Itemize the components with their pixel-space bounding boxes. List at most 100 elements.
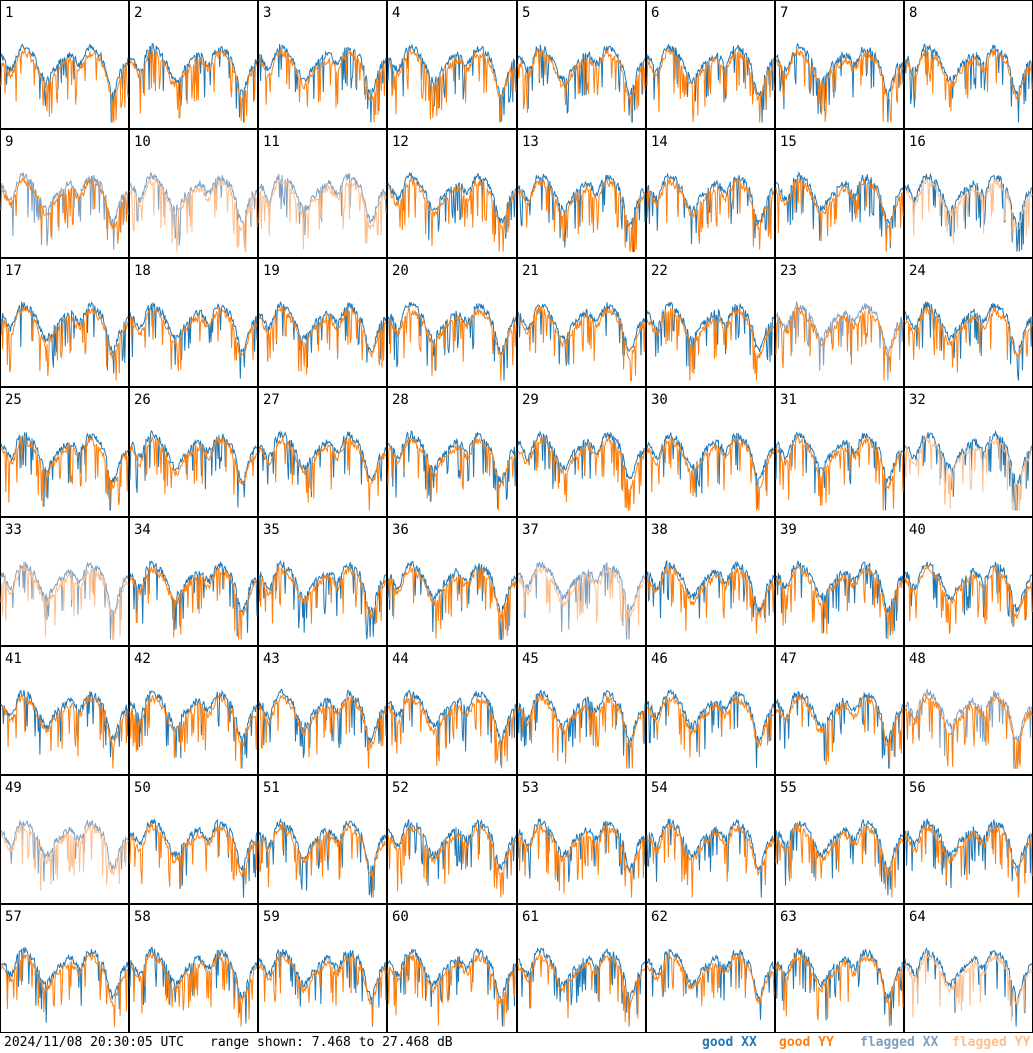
series-yy bbox=[129, 307, 258, 372]
panel-label: 59 bbox=[263, 909, 280, 925]
series-yy bbox=[904, 564, 1033, 634]
series-yy bbox=[129, 49, 258, 123]
series-xx bbox=[775, 818, 904, 896]
series-yy bbox=[129, 952, 258, 1027]
panel-61: 61 bbox=[517, 904, 646, 1033]
panel-label: 56 bbox=[909, 780, 926, 796]
panel-64: 64 bbox=[904, 904, 1033, 1033]
panel-label: 14 bbox=[651, 134, 668, 150]
panel-19: 19 bbox=[258, 258, 387, 387]
timestamp: 2024/11/08 20:30:05 UTC bbox=[4, 1035, 185, 1050]
panel-8: 8 bbox=[904, 0, 1033, 129]
panel-47: 47 bbox=[775, 646, 904, 775]
panel-62: 62 bbox=[646, 904, 775, 1033]
panel-label: 44 bbox=[392, 651, 409, 667]
series-yy bbox=[904, 953, 1033, 1022]
panel-label: 60 bbox=[392, 909, 409, 925]
series-xx bbox=[258, 948, 387, 1027]
series-yy bbox=[775, 48, 904, 123]
panel-10: 10 bbox=[129, 129, 258, 258]
series-yy bbox=[904, 177, 1033, 244]
panel-label: 16 bbox=[909, 134, 926, 150]
panel-22: 22 bbox=[646, 258, 775, 387]
series-xx bbox=[904, 687, 1033, 769]
series-yy bbox=[0, 566, 129, 640]
panel-1: 1 bbox=[0, 0, 129, 129]
panel-label: 11 bbox=[263, 134, 280, 150]
series-yy bbox=[517, 306, 646, 382]
series-yy bbox=[129, 565, 258, 640]
panel-label: 2 bbox=[134, 5, 142, 21]
series-yy bbox=[0, 824, 129, 891]
panel-label: 4 bbox=[392, 5, 400, 21]
panel-6: 6 bbox=[646, 0, 775, 129]
series-yy bbox=[646, 437, 775, 511]
series-yy bbox=[129, 823, 258, 888]
panel-57: 57 bbox=[0, 904, 129, 1033]
panel-46: 46 bbox=[646, 646, 775, 775]
panel-17: 17 bbox=[0, 258, 129, 387]
series-xx bbox=[387, 947, 517, 1027]
series-yy bbox=[904, 49, 1033, 112]
series-yy bbox=[904, 694, 1033, 769]
panel-label: 20 bbox=[392, 263, 409, 279]
series-yy bbox=[0, 306, 129, 381]
panel-53: 53 bbox=[517, 775, 646, 904]
panel-26: 26 bbox=[129, 387, 258, 517]
series-yy bbox=[0, 952, 129, 1027]
series-xx bbox=[258, 430, 387, 498]
panel-label: 24 bbox=[909, 263, 926, 279]
panel-frame bbox=[0, 129, 129, 258]
legend-good-xx: good XX bbox=[702, 1035, 757, 1050]
panel-40: 40 bbox=[904, 517, 1033, 646]
panel-label: 52 bbox=[392, 780, 409, 796]
legend-flagged-xx: flagged XX bbox=[860, 1035, 939, 1050]
series-xx bbox=[129, 171, 258, 251]
series-yy bbox=[517, 48, 646, 123]
panel-label: 12 bbox=[392, 134, 409, 150]
panel-label: 3 bbox=[263, 5, 271, 21]
panel-38: 38 bbox=[646, 517, 775, 646]
series-xx bbox=[0, 561, 129, 640]
panel-label: 53 bbox=[522, 780, 539, 796]
series-yy bbox=[646, 566, 775, 634]
panel-7: 7 bbox=[775, 0, 904, 129]
series-xx bbox=[387, 301, 517, 381]
panel-label: 36 bbox=[392, 522, 409, 538]
panel-label: 54 bbox=[651, 780, 668, 796]
panel-label: 27 bbox=[263, 392, 280, 408]
series-yy bbox=[646, 177, 775, 250]
series-yy bbox=[517, 178, 646, 252]
panel-frame bbox=[387, 258, 517, 387]
panel-48: 48 bbox=[904, 646, 1033, 775]
panel-23: 23 bbox=[775, 258, 904, 387]
series-xx bbox=[904, 172, 1033, 252]
panel-label: 61 bbox=[522, 909, 539, 925]
panel-42: 42 bbox=[129, 646, 258, 775]
panel-label: 63 bbox=[780, 909, 797, 925]
panel-label: 18 bbox=[134, 263, 151, 279]
panel-27: 27 bbox=[258, 387, 387, 517]
panel-label: 50 bbox=[134, 780, 151, 796]
panel-label: 7 bbox=[780, 5, 788, 21]
panel-4: 4 bbox=[387, 0, 517, 129]
panel-label: 39 bbox=[780, 522, 797, 538]
panel-18: 18 bbox=[129, 258, 258, 387]
panel-label: 9 bbox=[5, 134, 13, 150]
panel-label: 34 bbox=[134, 522, 151, 538]
panel-label: 17 bbox=[5, 263, 22, 279]
series-xx bbox=[517, 430, 646, 490]
series-yy bbox=[904, 824, 1033, 898]
legend-flagged-yy: flagged YY bbox=[952, 1035, 1031, 1050]
series-xx bbox=[517, 818, 646, 883]
panel-label: 62 bbox=[651, 909, 668, 925]
series-yy bbox=[387, 48, 517, 123]
panel-label: 1 bbox=[5, 5, 13, 21]
panel-43: 43 bbox=[258, 646, 387, 775]
panel-label: 22 bbox=[651, 263, 668, 279]
series-yy bbox=[646, 695, 775, 758]
panel-label: 51 bbox=[263, 780, 280, 796]
panel-39: 39 bbox=[775, 517, 904, 646]
series-yy bbox=[646, 307, 775, 381]
panel-label: 46 bbox=[651, 651, 668, 667]
